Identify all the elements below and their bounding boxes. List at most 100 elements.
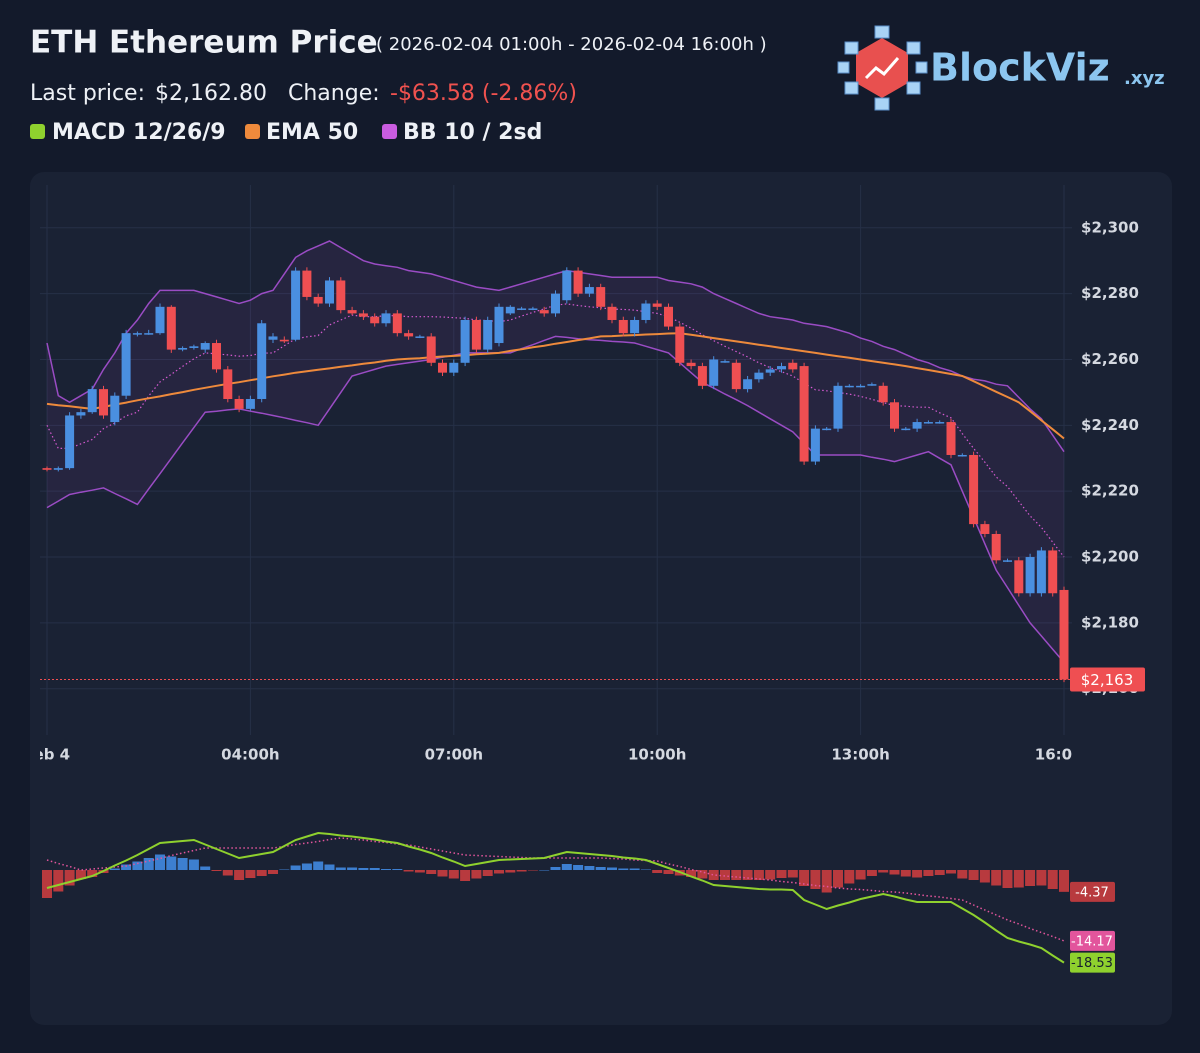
candle-body: [87, 389, 97, 413]
macd-histogram-bar: [844, 870, 855, 884]
bb-lower: [46, 335, 1065, 663]
candle-body: [675, 326, 685, 363]
candle-body: [912, 422, 922, 429]
macd-histogram-bar: [991, 870, 1002, 886]
candle-body: [810, 428, 820, 462]
tags-layer: $2,163 -4.37 -14.17 -18.53: [40, 667, 1145, 973]
legend-label: MACD 12/26/9: [52, 120, 226, 145]
macd-histogram-bar: [143, 858, 154, 870]
candle-body: [426, 336, 436, 363]
candle-body: [528, 308, 538, 310]
candle-body: [110, 395, 120, 423]
y-tick-label: $2,240: [1081, 416, 1139, 434]
candle-body: [935, 422, 945, 424]
macd-histogram-bar: [42, 870, 52, 898]
x-tick-label: 10:00h: [628, 746, 686, 764]
macd-histogram-bar: [482, 870, 493, 876]
macd-histogram-bar: [403, 870, 414, 872]
candle-body: [844, 385, 854, 388]
chart-title: ETH Ethereum Price: [30, 25, 378, 61]
candle-body: [144, 333, 154, 335]
macd-histogram-bar: [833, 870, 843, 888]
candle-body: [765, 369, 775, 373]
macd-histogram-bar: [640, 869, 651, 870]
candle-body: [799, 366, 809, 462]
logo-name: BlockViz: [930, 46, 1110, 90]
candle-body: [404, 333, 414, 337]
macd-histogram-bar: [979, 870, 990, 883]
candle-body: [178, 347, 188, 350]
macd-histogram-bar: [923, 870, 934, 876]
macd-histogram-bar: [821, 870, 832, 893]
grid: [40, 185, 1072, 735]
macd-layer: [42, 831, 1069, 964]
macd-histogram-bar: [460, 870, 471, 881]
macd-histogram-bar: [392, 869, 403, 870]
macd-histogram-bar: [290, 865, 301, 870]
candle-body: [822, 428, 832, 431]
candle-body: [946, 422, 956, 455]
macd-histogram-bar: [155, 854, 165, 870]
macd-histogram-bar: [505, 870, 516, 873]
y-tick-label: $2,220: [1081, 482, 1139, 500]
candle-body: [607, 306, 617, 320]
chart-subtitle: ( 2026-02-04 01:00h - 2026-02-04 16:00h …: [376, 34, 767, 55]
macd-histogram-bar: [742, 870, 753, 880]
macd-histogram-bar: [109, 868, 120, 870]
candle-body: [969, 454, 979, 525]
candle-body: [1048, 550, 1058, 594]
candle-body: [449, 362, 459, 373]
last-price-label: Last price:: [30, 81, 145, 106]
candle-body: [878, 385, 888, 403]
macd-histogram-bar: [527, 870, 538, 871]
macd-histogram-bar: [1036, 870, 1047, 886]
macd-histogram-bar: [448, 870, 459, 879]
macd-histogram-bar: [381, 869, 391, 870]
candle-body: [279, 339, 289, 342]
candle-body: [731, 362, 741, 390]
macd-histogram-bar: [652, 870, 663, 873]
macd-histogram-bar: [765, 870, 776, 880]
y-tick-label: $2,260: [1081, 350, 1139, 368]
macd-histogram-bar: [629, 868, 640, 870]
x-tick-label: 07:00h: [425, 746, 483, 764]
candle-body: [166, 306, 176, 350]
candle-body: [630, 319, 640, 334]
bb-area: [47, 241, 1064, 663]
macd-histogram-bar: [618, 868, 629, 870]
macd-histogram-bar: [957, 870, 968, 879]
macd-histogram-bar: [335, 867, 346, 870]
macd-histogram-bar: [720, 870, 730, 880]
macd-histogram-bar: [516, 870, 527, 872]
macd-histogram-bar: [256, 870, 267, 876]
macd-histogram-bar: [686, 870, 697, 877]
candle-body: [1025, 557, 1035, 594]
macd-histogram-bar: [934, 870, 945, 875]
macd-histogram-bar: [87, 870, 98, 877]
candle-body: [856, 385, 866, 388]
macd-histogram-bar: [200, 866, 211, 870]
macd-value-label: -14.17: [1071, 934, 1113, 949]
macd-histogram-bar: [132, 861, 143, 870]
macd-histogram-bar: [268, 870, 278, 874]
candle-body: [957, 454, 967, 457]
x-tick-label: 16:00h: [1035, 746, 1093, 764]
candle-body: [76, 412, 86, 416]
x-tick-label: Feb 4: [24, 746, 70, 764]
candle-body: [980, 524, 990, 534]
macd-histogram-bar: [177, 858, 188, 870]
macd-histogram-bar: [946, 870, 956, 874]
last-price-tag-label: $2,163: [1081, 671, 1134, 689]
macd-histogram-bar: [663, 870, 674, 874]
candle-body: [99, 389, 108, 416]
macd-histogram-bar: [1047, 870, 1058, 889]
macd-value-tag: [1070, 881, 1115, 902]
candle-body: [709, 359, 719, 386]
last-price: $2,162.80: [155, 81, 267, 106]
x-axis-labels: Feb 4 04:00h 07:00h 10:00h 13:00h 16:00h: [24, 746, 1093, 764]
y-tick-label: $2,200: [1081, 548, 1139, 566]
candle-body: [132, 333, 142, 335]
candle-body: [505, 306, 515, 314]
macd-histogram-bar: [347, 867, 358, 870]
